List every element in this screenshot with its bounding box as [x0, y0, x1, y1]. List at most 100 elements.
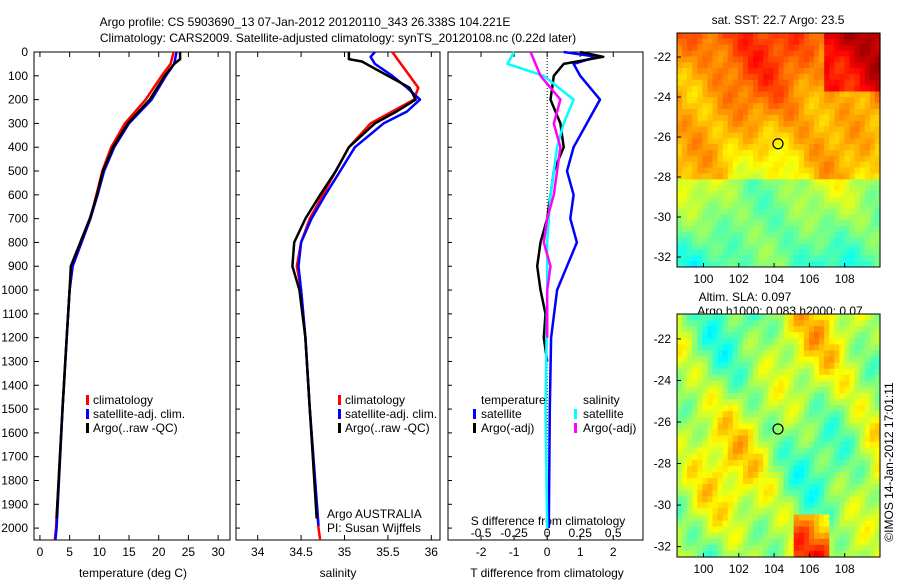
map-cell — [692, 179, 698, 186]
map-cell — [768, 173, 775, 180]
map-cell — [809, 399, 815, 406]
map-cell — [783, 179, 790, 186]
map-cell — [758, 538, 764, 546]
map-cell — [844, 496, 851, 503]
map-cell — [783, 249, 790, 256]
map-cell — [753, 550, 759, 558]
map-cell — [798, 472, 805, 479]
map-cell — [778, 508, 785, 516]
map-cell — [748, 231, 754, 239]
map-cell — [748, 362, 754, 370]
map-cell — [854, 459, 861, 467]
map-cell — [712, 120, 719, 128]
map-cell — [773, 249, 780, 256]
map-cell — [859, 79, 866, 87]
map-cell — [834, 150, 840, 157]
map-cell — [814, 405, 820, 412]
map-cell — [677, 441, 683, 449]
map-cell — [824, 429, 830, 437]
map-cell — [717, 405, 724, 412]
map-cell — [783, 399, 790, 406]
x-tick-label: 0 — [544, 545, 551, 559]
map-cell — [793, 350, 800, 358]
map-cell — [874, 350, 881, 358]
map-cell — [758, 380, 764, 388]
map-cell — [677, 97, 683, 104]
map-cell — [798, 332, 805, 339]
map-cell — [717, 374, 724, 382]
map-cell — [748, 179, 754, 186]
map-cell — [859, 255, 866, 262]
map-cell — [717, 73, 724, 81]
map-cell — [707, 202, 714, 209]
map-cell — [692, 393, 698, 400]
map-cell — [809, 520, 815, 528]
map-cell — [839, 429, 846, 437]
map-cell — [677, 144, 683, 151]
map-cell — [717, 356, 724, 364]
map-cell — [702, 50, 709, 57]
map-cell — [692, 109, 698, 116]
map-cell — [819, 91, 825, 98]
map-cell — [793, 138, 800, 145]
map-cell — [834, 350, 840, 358]
map-cell — [819, 38, 825, 46]
map-cell — [743, 85, 749, 93]
map-cell — [743, 150, 749, 157]
map-cell — [778, 459, 785, 467]
map-cell — [692, 226, 698, 233]
map-cell — [834, 202, 840, 209]
map-cell — [743, 478, 749, 485]
map-cell — [748, 243, 754, 250]
map-cell — [814, 472, 820, 479]
map-cell — [849, 380, 856, 388]
map-cell — [717, 138, 724, 145]
map-cell — [758, 85, 764, 93]
map-cell — [692, 386, 698, 394]
legend-title-temperature: temperature — [481, 393, 546, 407]
map-cell — [753, 423, 759, 431]
map-cell — [783, 435, 790, 443]
map-cell — [758, 326, 764, 333]
map-cell — [869, 338, 876, 345]
map-cell — [859, 138, 866, 145]
map-cell — [702, 550, 709, 558]
map-cell — [819, 465, 825, 473]
map-cell — [819, 261, 825, 268]
map-cell — [778, 261, 785, 268]
map-cell — [692, 532, 698, 540]
map-cell — [737, 109, 744, 116]
map-cell — [834, 459, 840, 467]
map-cell — [753, 190, 759, 198]
map-cell — [864, 514, 871, 522]
map-cell — [677, 526, 683, 534]
map-cell — [743, 453, 749, 461]
map-cell — [677, 447, 683, 455]
map-cell — [854, 441, 861, 449]
map-cell — [793, 526, 800, 534]
map-cell — [849, 44, 856, 52]
map-cell — [732, 237, 739, 245]
map-cell — [687, 472, 693, 479]
map-cell — [763, 386, 769, 394]
map-cell — [819, 441, 825, 449]
map-cell — [743, 62, 749, 69]
map-cell — [869, 526, 876, 534]
depth-tick-label: 0 — [21, 45, 28, 59]
map-cell — [758, 56, 764, 63]
map-cell — [849, 33, 856, 40]
map-cell — [717, 502, 724, 509]
map-cell — [834, 79, 840, 87]
map-cell — [737, 508, 744, 516]
map-cell — [727, 490, 734, 497]
map-cell — [758, 109, 764, 116]
map-cell — [732, 532, 739, 540]
map-cell — [753, 526, 759, 534]
map-cell — [869, 417, 876, 424]
map-cell — [692, 185, 698, 192]
map-cell — [783, 202, 790, 209]
map-cell — [768, 338, 775, 345]
map-cell — [819, 138, 825, 145]
map-cell — [788, 33, 795, 40]
map-cell — [707, 38, 714, 46]
